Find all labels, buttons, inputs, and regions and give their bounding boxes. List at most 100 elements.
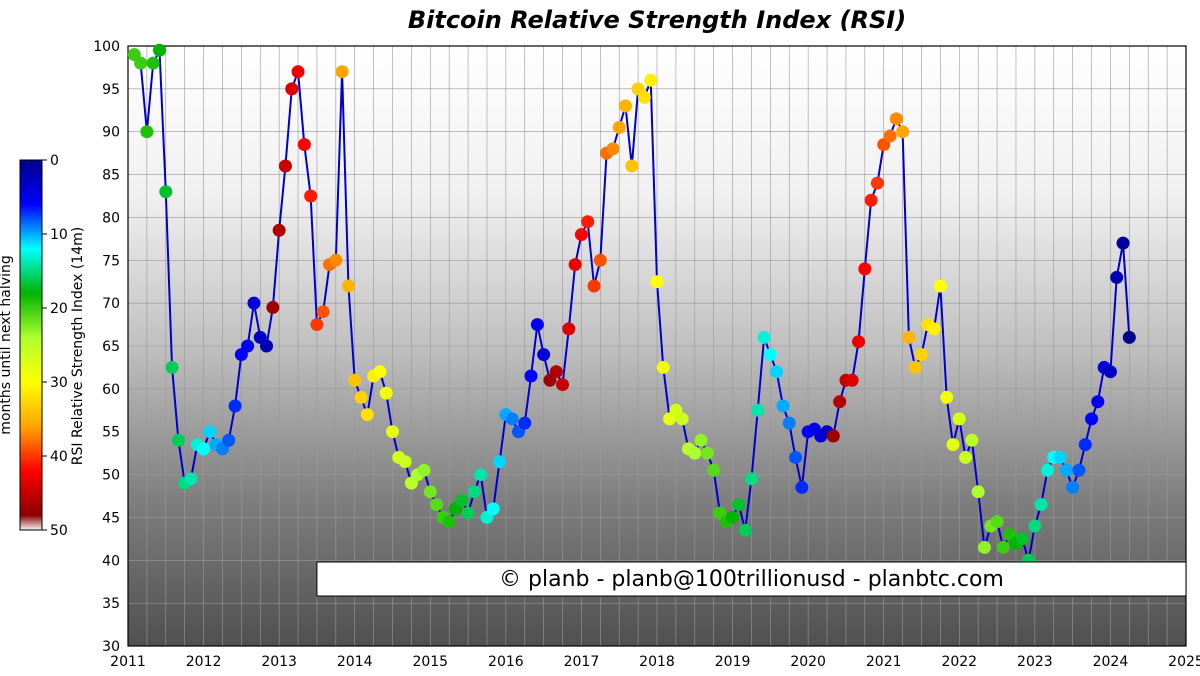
data-marker [1104,365,1117,378]
x-tick-label: 2017 [564,654,600,670]
colorbar [20,160,42,530]
x-tick-label: 2013 [261,654,297,670]
data-marker [909,361,922,374]
data-marker [140,125,153,138]
data-marker [783,417,796,430]
data-marker [279,160,292,173]
data-marker [159,185,172,198]
data-marker [581,215,594,228]
data-marker [833,395,846,408]
y-tick-label: 75 [102,253,120,269]
data-marker [1016,532,1029,545]
data-marker [758,331,771,344]
data-marker [959,451,972,464]
data-marker [562,322,575,335]
data-marker [991,515,1004,528]
data-marker [493,455,506,468]
data-marker [134,57,147,70]
data-marker [625,160,638,173]
data-marker [676,412,689,425]
chart-svg: 2011201220132014201520162017201820192020… [0,0,1200,676]
y-tick-label: 95 [102,82,120,98]
data-marker [342,280,355,293]
data-marker [852,335,865,348]
y-tick-label: 100 [93,39,120,55]
x-tick-label: 2012 [186,654,222,670]
data-marker [896,125,909,138]
data-marker [197,442,210,455]
data-marker [474,468,487,481]
data-marker [424,485,437,498]
data-marker [751,404,764,417]
data-marker [203,425,216,438]
data-marker [260,340,273,353]
data-marker [776,400,789,413]
data-marker [569,258,582,271]
data-marker [1110,271,1123,284]
colorbar-tick-label: 40 [50,449,68,465]
x-tick-label: 2023 [1017,654,1053,670]
data-marker [292,65,305,78]
y-tick-label: 80 [102,210,120,226]
data-marker [172,434,185,447]
y-tick-label: 65 [102,339,120,355]
data-marker [304,190,317,203]
data-marker [871,177,884,190]
data-marker [1028,520,1041,533]
data-marker [241,340,254,353]
data-marker [1041,464,1054,477]
data-marker [940,391,953,404]
data-marker [883,130,896,143]
data-marker [386,425,399,438]
data-marker [443,515,456,528]
y-axis-label: RSI Relative Strength Index (14m) [70,227,86,465]
x-tick-label: 2022 [941,654,977,670]
data-marker [166,361,179,374]
colorbar-label: months until next halving [0,255,14,434]
x-tick-label: 2016 [488,654,524,670]
data-marker [430,498,443,511]
y-tick-label: 55 [102,425,120,441]
data-marker [928,322,941,335]
data-marker [1079,438,1092,451]
data-marker [147,57,160,70]
data-marker [1117,237,1130,250]
data-marker [902,331,915,344]
data-marker [934,280,947,293]
data-marker [418,464,431,477]
data-marker [657,361,670,374]
data-marker [525,370,538,383]
data-marker [638,91,651,104]
data-marker [707,464,720,477]
x-tick-label: 2025 [1168,654,1200,670]
data-marker [1066,481,1079,494]
y-tick-label: 30 [102,639,120,655]
data-marker [298,138,311,151]
data-marker [373,365,386,378]
data-marker [997,541,1010,554]
y-tick-label: 85 [102,168,120,184]
colorbar-tick-label: 10 [50,227,68,243]
data-marker [348,374,361,387]
data-marker [310,318,323,331]
x-tick-label: 2014 [337,654,373,670]
data-marker [588,280,601,293]
x-tick-label: 2021 [866,654,902,670]
colorbar-tick-label: 0 [50,153,59,169]
y-tick-label: 40 [102,553,120,569]
data-marker [651,275,664,288]
chart-title: Bitcoin Relative Strength Index (RSI) [408,6,906,34]
data-marker [865,194,878,207]
data-marker [613,121,626,134]
x-tick-label: 2015 [412,654,448,670]
x-tick-label: 2011 [110,654,146,670]
data-marker [953,412,966,425]
data-marker [789,451,802,464]
data-marker [1085,412,1098,425]
data-marker [247,297,260,310]
data-marker [846,374,859,387]
data-marker [795,481,808,494]
data-marker [153,44,166,57]
data-marker [972,485,985,498]
data-marker [285,82,298,95]
